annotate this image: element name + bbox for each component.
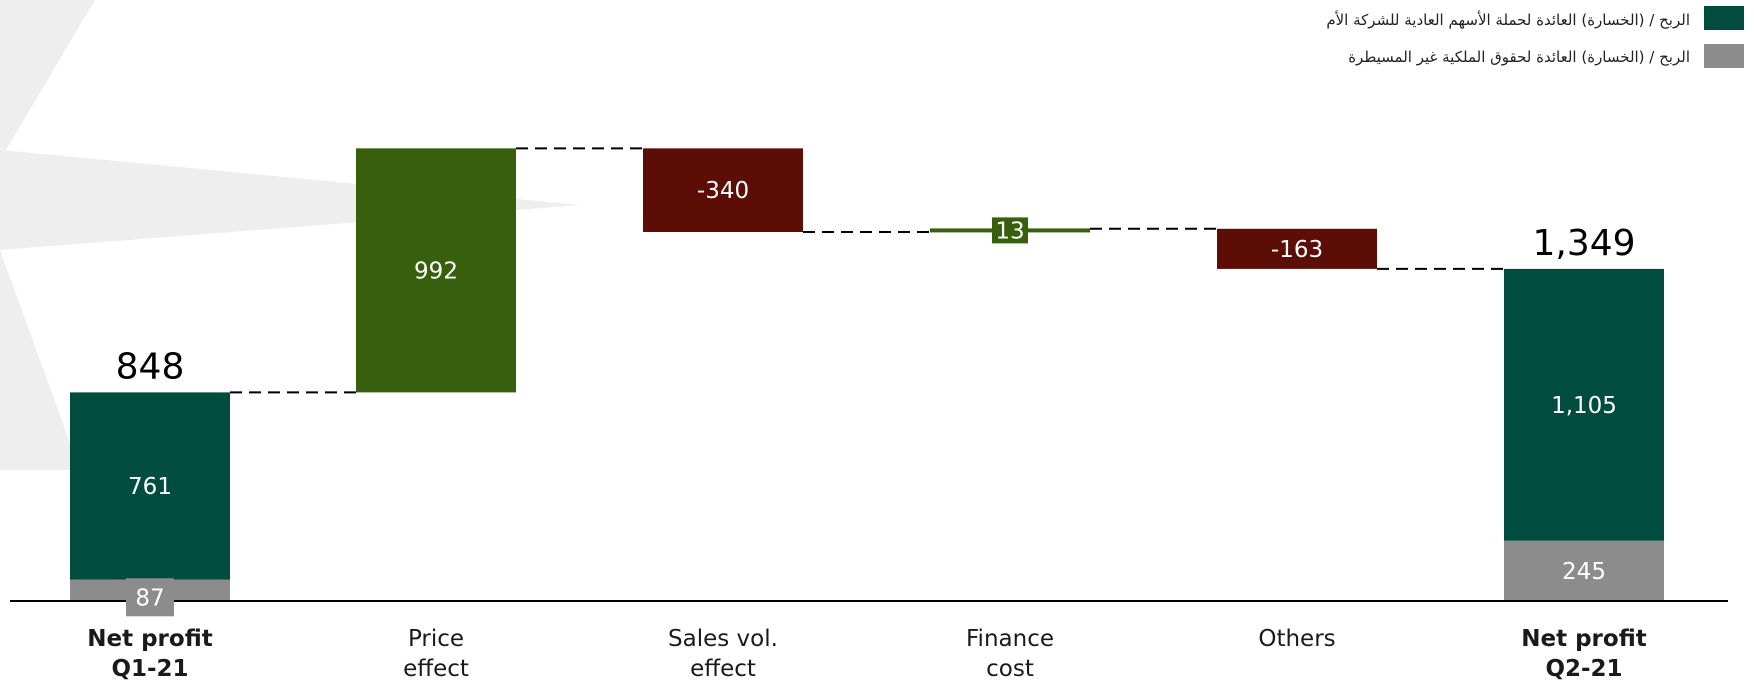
data-label: 245 xyxy=(1562,559,1606,585)
legend-label-parent: الربح / (الخسارة) العائدة لحملة الأسهم ا… xyxy=(1326,10,1690,29)
data-label: 87 xyxy=(135,585,164,611)
x-tick-label: effect xyxy=(403,656,469,680)
x-axis-tick-labels: Net profit Q1-21 Price effect Sales vol. effe… xyxy=(87,626,1647,680)
legend-swatch-nci xyxy=(1704,44,1744,68)
data-label-box xyxy=(126,578,174,617)
x-tick-label: Net profit xyxy=(87,626,213,652)
background-star-decoration xyxy=(0,0,580,470)
background-star-shape xyxy=(0,150,580,250)
total-label: 848 xyxy=(116,346,185,387)
x-tick-label: Finance xyxy=(966,626,1054,652)
x-tick-label: cost xyxy=(986,656,1034,680)
data-label: 992 xyxy=(414,258,458,284)
x-tick-label: Q1-21 xyxy=(111,656,188,680)
legend: الربح / (الخسارة) العائدة لحملة الأسهم ا… xyxy=(1326,6,1744,68)
data-label: 761 xyxy=(128,474,172,500)
data-label: 13 xyxy=(995,218,1024,244)
connector-lines xyxy=(230,147,1504,394)
background-star-shape xyxy=(0,0,95,160)
legend-swatch-parent xyxy=(1704,6,1744,30)
x-tick-label: Price xyxy=(408,626,464,652)
data-label: -163 xyxy=(1271,237,1323,263)
bar-segment-nci xyxy=(1504,540,1664,601)
bar-segment-parent xyxy=(1504,268,1664,541)
data-labels: 87 761 848 992 -340 13 -163 245 1,105 1,349 xyxy=(116,178,1636,617)
x-tick-label: Sales vol. xyxy=(668,626,778,652)
data-label: -340 xyxy=(697,178,749,204)
x-tick-label: Others xyxy=(1258,626,1335,652)
legend-label-nci: الربح / (الخسارة) العائدة لحقوق الملكية … xyxy=(1348,48,1690,66)
bar-delta xyxy=(1217,228,1377,269)
background-star-shape xyxy=(0,250,80,470)
x-tick-label: Q2-21 xyxy=(1545,656,1622,680)
bar-delta xyxy=(643,148,803,232)
x-tick-label: effect xyxy=(690,656,756,680)
x-tick-label: Net profit xyxy=(1521,626,1647,652)
data-label-box xyxy=(992,217,1028,244)
total-label: 1,349 xyxy=(1532,223,1635,264)
bars xyxy=(70,148,1664,601)
bar-segment-parent xyxy=(70,392,230,580)
data-label: 1,105 xyxy=(1551,393,1617,419)
bar-delta xyxy=(356,148,516,393)
